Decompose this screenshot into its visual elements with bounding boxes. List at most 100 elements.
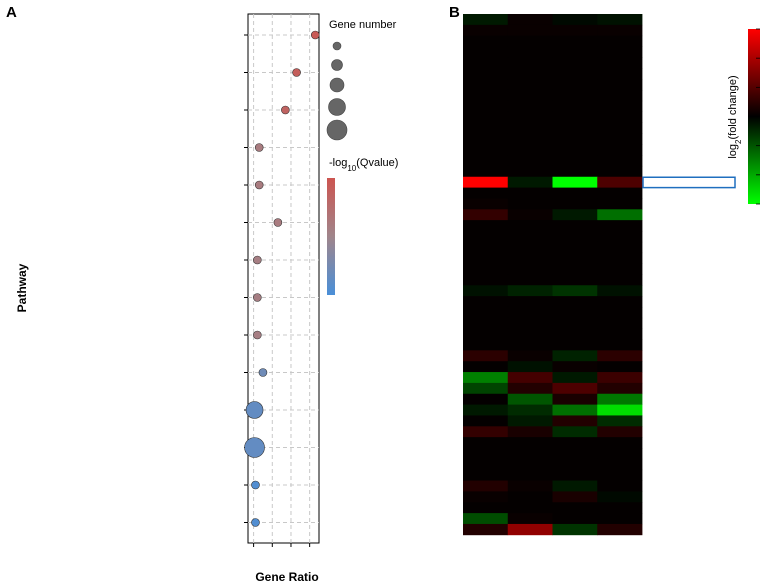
color-legend: -log10(Qvalue) — [327, 157, 398, 295]
heatmap-cell — [552, 361, 598, 373]
heatmap-cell — [552, 491, 598, 503]
heatmap-cell — [507, 491, 553, 503]
heatmap-cell — [552, 176, 598, 188]
heatmap-cell — [552, 46, 598, 58]
heatmap-cell — [507, 437, 553, 449]
heatmap-cell — [597, 252, 643, 264]
heatmap-colorbar-ticks — [756, 28, 760, 205]
heatmap-cell — [597, 458, 643, 471]
heatmap-cell — [597, 372, 643, 384]
heatmap-cell — [463, 328, 509, 340]
heatmap-cell — [552, 133, 598, 145]
heatmap-cell — [507, 523, 553, 536]
bubble-point — [244, 437, 265, 458]
heatmap-cell — [507, 89, 553, 102]
heatmap-cell — [597, 393, 643, 405]
heatmap-cells — [463, 14, 643, 536]
heatmap-cell — [552, 57, 598, 69]
bubble-plot-frame — [247, 13, 320, 544]
heatmap-cell — [552, 252, 598, 264]
heatmap-cell — [507, 285, 553, 297]
heatmap-cell — [552, 458, 598, 471]
heatmap-cell — [597, 285, 643, 297]
heatmap-cell — [507, 220, 553, 232]
size-legend-title: Gene number — [329, 19, 397, 31]
heatmap-cell — [552, 89, 598, 102]
heatmap-cell — [463, 382, 509, 395]
heatmap-cell — [463, 502, 509, 514]
heatmap-cell — [597, 79, 643, 91]
heatmap-cell — [552, 79, 598, 91]
heatmap-cell — [597, 274, 643, 286]
highlight-box — [642, 176, 736, 189]
heatmap-cell — [507, 480, 553, 492]
heatmap-cell — [507, 328, 553, 340]
bubble-point — [251, 480, 260, 490]
heatmap-cell — [463, 274, 509, 286]
heatmap-cell — [507, 317, 553, 330]
size-legend: Gene number — [326, 19, 397, 141]
bubble-point — [254, 143, 264, 152]
bubble-point — [253, 255, 262, 265]
heatmap-colorbar: log2(fold change) — [727, 28, 760, 205]
heatmap-cell — [507, 24, 553, 37]
bubble-point — [310, 30, 320, 40]
heatmap-cell — [507, 426, 553, 438]
heatmap-cell — [463, 491, 509, 503]
heatmap-cell — [597, 24, 643, 37]
heatmap-cell — [507, 404, 553, 416]
heatmap-cell — [552, 165, 598, 178]
heatmap-cell — [507, 350, 553, 362]
heatmap-cell — [552, 328, 598, 340]
bubble-grid — [244, 14, 319, 543]
heatmap-cell — [552, 372, 598, 384]
heatmap-cell — [552, 263, 598, 275]
heatmap-cell — [597, 317, 643, 330]
heatmap-cell — [463, 144, 509, 156]
heatmap-cell — [597, 361, 643, 373]
heatmap-cell — [463, 426, 509, 438]
heatmap-cell — [597, 382, 643, 395]
heatmap-cell — [463, 415, 509, 427]
heatmap-cell — [552, 426, 598, 438]
panel-label-a: A — [6, 4, 17, 21]
heatmap-cell — [597, 209, 643, 221]
heatmap-cell — [597, 502, 643, 514]
heatmap-cell — [552, 14, 598, 26]
heatmap-cell — [463, 24, 509, 37]
heatmap-cell — [507, 122, 553, 134]
heatmap-cell — [597, 328, 643, 340]
heatmap-cell — [507, 252, 553, 264]
heatmap-cell — [597, 46, 643, 58]
x-axis-ticks — [253, 543, 311, 547]
heatmap-cell — [597, 404, 643, 416]
heatmap-cell — [552, 448, 598, 460]
heatmap-cell — [552, 187, 598, 199]
heatmap-cell — [507, 209, 553, 221]
heatmap-cell — [552, 523, 598, 536]
heatmap-cell — [507, 35, 553, 47]
heatmap-cell — [507, 513, 553, 525]
heatmap-cell — [463, 458, 509, 471]
bubble-point — [253, 330, 262, 340]
x-axis-title: Gene Ratio — [255, 570, 318, 584]
heatmap-cell — [507, 241, 553, 254]
heatmap-cell — [507, 415, 553, 427]
heatmap-cell — [507, 57, 553, 69]
heatmap-cell — [597, 480, 643, 492]
heatmap-cell — [507, 14, 553, 26]
heatmap-colorbar-label: log2(fold change) — [727, 75, 743, 158]
heatmap-cell — [507, 306, 553, 319]
heatmap-cell — [597, 100, 643, 113]
bubble-point — [254, 180, 264, 190]
heatmap-cell — [597, 89, 643, 102]
heatmap-cell — [552, 231, 598, 243]
heatmap-cell — [552, 415, 598, 427]
heatmap-cell — [507, 187, 553, 199]
y-axis-title: Pathway — [15, 263, 29, 312]
heatmap-cell — [463, 57, 509, 69]
heatmap: log2(fold change) — [463, 14, 760, 536]
heatmap-cell — [507, 263, 553, 275]
bubble-point — [253, 293, 262, 302]
heatmap-cell — [552, 404, 598, 416]
